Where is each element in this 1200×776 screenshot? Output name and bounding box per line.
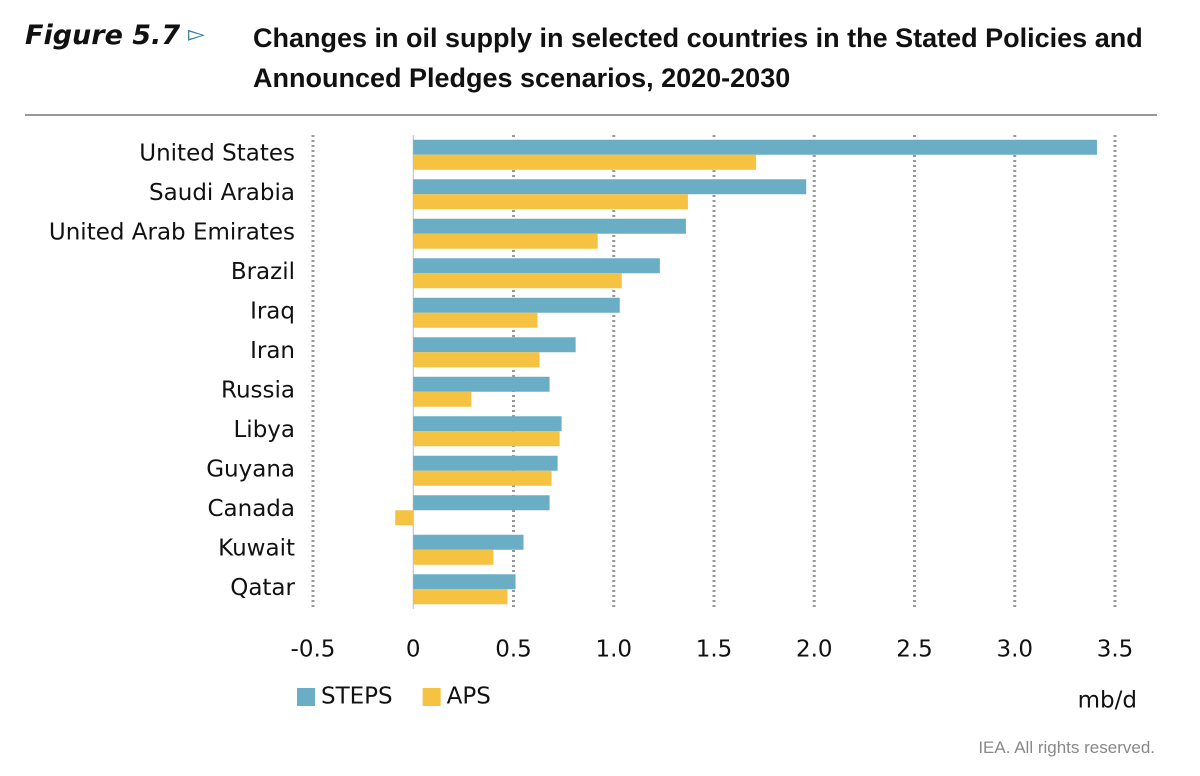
bar	[413, 218, 686, 234]
bar	[413, 376, 550, 392]
figure-label: Figure 5.7	[25, 20, 181, 51]
y-tick-label: Russia	[221, 377, 295, 403]
y-tick-label: Iraq	[250, 298, 295, 324]
y-tick-label: Guyana	[206, 456, 295, 482]
legend-swatch	[297, 688, 315, 706]
x-tick-label: 0	[406, 637, 421, 663]
bar	[395, 510, 414, 526]
x-tick-label: -0.5	[291, 637, 336, 663]
x-tick-label: 2.5	[896, 637, 933, 663]
bar	[413, 352, 540, 368]
bar	[413, 179, 807, 195]
y-tick-label: United States	[139, 140, 295, 166]
chart-title: Changes in oil supply in selected countr…	[253, 23, 1143, 93]
bar	[413, 455, 558, 471]
footer: IEA. All rights reserved.	[978, 738, 1155, 757]
x-tick-label: 3.0	[996, 637, 1033, 663]
legend-swatch	[422, 688, 441, 706]
y-tick-label: Canada	[207, 496, 295, 522]
legend-label: APS	[447, 684, 491, 710]
x-tick-label: 0.5	[495, 637, 532, 663]
y-tick-label: United Arab Emirates	[49, 219, 295, 245]
x-tick-label: 1.0	[595, 637, 632, 663]
bar	[413, 139, 1097, 155]
bar	[413, 431, 560, 447]
bar	[413, 258, 660, 274]
bar	[413, 154, 757, 170]
bar	[413, 391, 472, 407]
y-tick-label: Brazil	[231, 259, 295, 285]
y-tick-label: Libya	[233, 417, 295, 443]
x-tick-label: 3.5	[1097, 637, 1134, 663]
bar	[413, 495, 550, 511]
y-tick-label: Kuwait	[218, 535, 295, 561]
bar	[413, 534, 524, 550]
x-tick-label: 1.5	[696, 637, 733, 663]
x-tick-label: 2.0	[796, 637, 833, 663]
bar	[413, 312, 538, 328]
bar	[413, 194, 688, 210]
bar	[413, 273, 622, 289]
figure-icon: ▻	[188, 22, 205, 47]
y-tick-label: Qatar	[230, 575, 295, 601]
bar	[413, 233, 598, 249]
title-rule	[25, 114, 1157, 116]
bar	[413, 589, 508, 605]
bar	[413, 297, 620, 313]
unit-label: mb/d	[1078, 688, 1137, 714]
bar	[413, 549, 494, 565]
bar	[413, 337, 576, 353]
bar	[413, 416, 562, 432]
y-tick-label: Saudi Arabia	[149, 180, 295, 206]
bar	[413, 470, 552, 486]
legend-label: STEPS	[321, 684, 393, 710]
bar	[413, 574, 516, 590]
y-tick-label: Iran	[250, 338, 295, 364]
